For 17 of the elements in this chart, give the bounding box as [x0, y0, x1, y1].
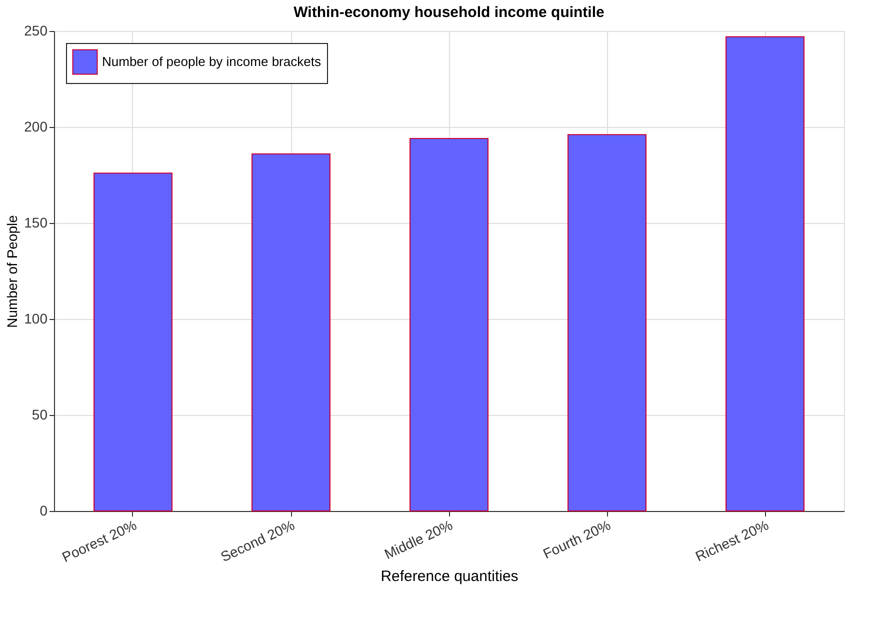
y-tick-label: 200 [24, 118, 48, 134]
bar [726, 36, 804, 512]
y-axis-title: Number of People [4, 214, 20, 328]
x-tick-label: Fourth 20% [540, 516, 613, 562]
bar [568, 134, 646, 512]
chart-title: Within-economy household income quintile [294, 4, 604, 21]
bar [252, 153, 330, 512]
y-tick-label: 0 [40, 502, 48, 518]
x-tick-label: Middle 20% [382, 516, 455, 562]
y-tick-label: 250 [24, 22, 48, 38]
y-tick-label: 150 [24, 214, 48, 230]
y-tick-label: 100 [24, 310, 48, 326]
bar [94, 172, 172, 512]
bar [410, 138, 488, 512]
x-axis-title: Reference quantities [380, 568, 518, 586]
y-tick-label: 50 [32, 406, 48, 422]
legend-label: Number of people by income brackets [102, 54, 322, 69]
